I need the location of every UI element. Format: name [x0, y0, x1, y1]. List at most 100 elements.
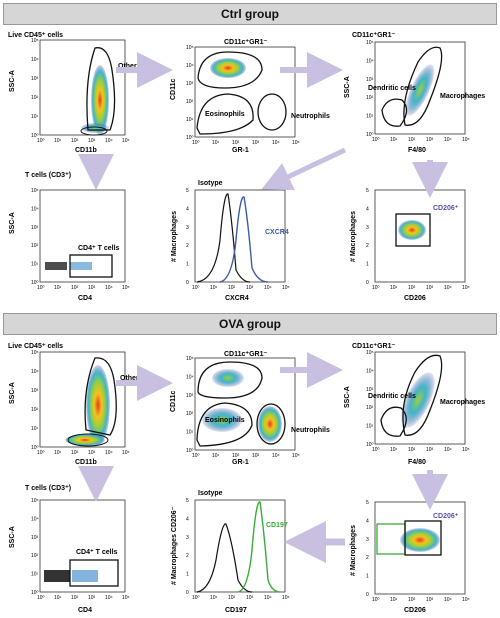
x-tick-label: 10⁴ — [444, 285, 452, 291]
x-tick-label: 10² — [232, 453, 240, 459]
x-tick-label: 10³ — [252, 453, 260, 459]
x-tick-label: 10⁴ — [105, 285, 113, 291]
x-tick-label: 10⁴ — [105, 450, 113, 456]
ova-p6-gate-pos — [404, 520, 442, 556]
y-tick-label: 1 — [366, 262, 369, 268]
y-tick-label: 2 — [186, 553, 189, 559]
ova-p3-xlabel: F4/80 — [408, 459, 426, 466]
y-tick-label: 10³ — [186, 393, 194, 399]
y-tick-label: 10⁵ — [31, 38, 39, 44]
ctrl-p6-ylabel: # Macrophages — [350, 211, 357, 262]
ova-p1-density-low — [65, 434, 105, 446]
ova-p2-gate-cd11c — [197, 361, 263, 399]
y-tick-label: 0 — [366, 280, 369, 286]
x-tick-label: 10⁴ — [272, 453, 280, 459]
ova-plot-cd4-ssc: T cells (CD3⁺) CD4⁺ T cells SSC-A CD4 — [9, 485, 126, 614]
x-tick-label: 10⁰ — [37, 138, 45, 144]
y-tick-label: 10³ — [31, 225, 39, 231]
ctrl-p1-frame — [39, 39, 126, 136]
y-tick-label: 5 — [186, 188, 189, 194]
y-tick-label: 10¹ — [31, 262, 39, 268]
x-tick-label: 10³ — [426, 137, 434, 143]
y-tick-label: 2 — [366, 243, 369, 249]
y-tick-label: 4 — [366, 206, 369, 212]
ctrl-p1-title: Live CD45⁺ cells — [8, 32, 63, 39]
x-tick-label: 10⁰ — [372, 447, 380, 453]
y-tick-label: 3 — [186, 225, 189, 231]
ctrl-p5-ylabel: # Macrophages — [171, 211, 178, 262]
x-tick-label: 10³ — [88, 138, 96, 144]
ova-p6-xlabel: CD206 — [404, 607, 426, 614]
ctrl-p5-isotype-curve — [196, 193, 251, 283]
x-tick-label: 10⁰ — [192, 140, 200, 146]
ctrl-p4-ylabel: SSC-A — [9, 212, 16, 234]
ova-p1-gate-low — [67, 433, 109, 447]
x-tick-label: 10⁰ — [372, 137, 380, 143]
y-tick-label: 10⁵ — [31, 188, 39, 194]
y-tick-label: 10⁵ — [31, 350, 39, 356]
ctrl-p4-gate — [69, 254, 113, 278]
ctrl-p6-density — [398, 220, 426, 240]
y-tick-label: 10¹ — [31, 114, 39, 120]
ctrl-plot-f480-ssc: CD11c⁺GR1⁻ Dendritic cells Macrophages S… — [344, 32, 485, 154]
x-tick-label: 10¹ — [212, 453, 220, 459]
ctrl-p4-title: T cells (CD3⁺) — [25, 172, 71, 179]
ova-p3-density — [401, 372, 435, 428]
x-tick-label: 10⁵ — [462, 137, 470, 143]
y-tick-label: 3 — [366, 537, 369, 543]
x-tick-label: 10² — [408, 447, 416, 453]
y-tick-label: 10¹ — [186, 430, 194, 436]
y-tick-label: 10¹ — [186, 117, 194, 123]
ova-p6-gate-label: CD206⁺ — [433, 513, 459, 520]
y-tick-label: 0 — [186, 590, 189, 596]
ova-hist-cd197: Isotype CD197 # Macrophages CD206⁻ CD197 — [171, 490, 288, 614]
x-tick-label: 10² — [408, 137, 416, 143]
ova-p2-g1: Eosinophils — [205, 417, 245, 424]
ova-p2-ylabel: CD11c — [170, 390, 177, 412]
y-tick-label: 4 — [186, 206, 189, 212]
ctrl-p2-title: CD11c⁺GR1⁻ — [224, 39, 267, 46]
x-tick-label: 10³ — [426, 447, 434, 453]
ova-p1-frame — [39, 351, 126, 448]
ctrl-p6-xlabel: CD206 — [404, 295, 426, 302]
ctrl-p3-xlabel: F4/80 — [408, 147, 426, 154]
ova-p1-xlabel: CD11b — [75, 459, 97, 466]
ctrl-p4-dots-neg — [45, 262, 67, 270]
x-tick-label: 10⁵ — [122, 595, 130, 601]
x-tick-label: 10⁴ — [105, 138, 113, 144]
ctrl-p5-cxcr4-curve — [219, 196, 269, 283]
ova-p2-density-cd11c — [212, 369, 244, 387]
ova-p1-ylabel: SSC-A — [9, 382, 16, 404]
ova-p5-isotype-curve — [196, 523, 253, 593]
ctrl-p6-gate — [395, 213, 431, 247]
axis-ticks: 10⁰ 10¹ 10² 10³ 10⁴ 10⁵ 10⁰ 10¹ 10² 10³ 10⁴ 10⁵ 10⁰ 1… — [31, 38, 470, 603]
x-tick-label: 10⁰ — [372, 597, 380, 603]
ova-panels: Live CD45⁺ cells SSC-A CD11b Other Cells… — [8, 343, 485, 614]
ctrl-p3-ylabel: SSC-A — [344, 76, 351, 98]
y-tick-label: 10¹ — [366, 424, 374, 430]
x-tick-label: 10⁴ — [444, 447, 452, 453]
ctrl-p5-frame — [194, 189, 286, 283]
ctrl-p3-gate-dc — [381, 98, 408, 127]
y-tick-label: 10³ — [186, 81, 194, 87]
x-tick-label: 10⁴ — [444, 597, 452, 603]
x-tick-label: 10² — [408, 597, 416, 603]
x-tick-label: 10⁰ — [372, 285, 380, 291]
ctrl-p1-gate-other — [86, 47, 116, 131]
ova-p4-dots-pos — [72, 570, 98, 582]
ctrl-p3-gate-mac — [403, 46, 443, 126]
x-tick-label: 10¹ — [54, 138, 62, 144]
y-tick-label: 10⁰ — [186, 448, 194, 454]
y-tick-label: 10¹ — [31, 572, 39, 578]
x-tick-label: 10⁵ — [282, 285, 290, 291]
x-tick-label: 10³ — [426, 285, 434, 291]
x-tick-label: 10⁰ — [37, 450, 45, 456]
x-tick-label: 10¹ — [212, 140, 220, 146]
y-tick-label: 10³ — [31, 535, 39, 541]
ova-p4-gate-label: CD4⁺ T cells — [76, 549, 118, 556]
y-tick-label: 10² — [366, 95, 374, 101]
y-tick-label: 10⁵ — [31, 498, 39, 504]
ova-p6-ylabel: # Macrophages — [350, 525, 357, 576]
y-tick-label: 4 — [366, 518, 369, 524]
y-tick-label: 10⁴ — [366, 58, 374, 64]
